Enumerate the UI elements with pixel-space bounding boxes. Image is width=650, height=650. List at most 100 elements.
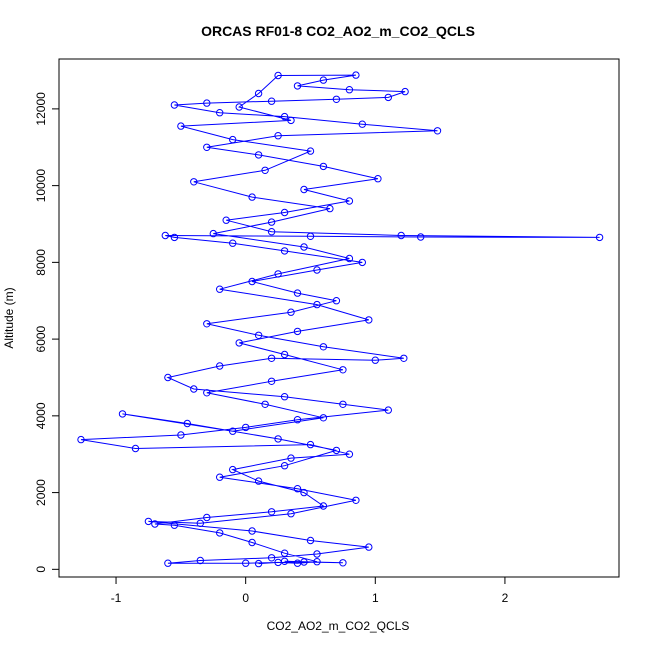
data-point xyxy=(261,166,269,175)
data-point xyxy=(365,316,373,324)
x-tick-label: 0 xyxy=(242,591,249,605)
y-axis: 0 2000 4000 6000 8000 10000 12000 xyxy=(34,92,60,573)
data-point xyxy=(374,175,382,183)
data-point xyxy=(365,543,373,551)
data-point xyxy=(287,454,295,462)
data-point xyxy=(216,109,224,117)
data-point xyxy=(326,204,334,213)
data-point xyxy=(216,285,224,293)
data-point xyxy=(280,557,289,565)
data-point xyxy=(287,510,295,518)
data-point xyxy=(235,339,243,347)
data-point xyxy=(229,239,237,247)
data-point xyxy=(274,270,282,278)
data-point xyxy=(306,147,315,155)
data-point xyxy=(267,554,276,562)
data-point xyxy=(261,400,269,408)
data-point xyxy=(190,385,198,393)
data-point xyxy=(203,99,211,107)
data-point xyxy=(287,116,295,125)
data-point xyxy=(280,462,289,470)
data-point xyxy=(293,416,302,424)
data-point xyxy=(248,277,256,286)
series-layer xyxy=(77,71,604,568)
data-point xyxy=(280,393,289,401)
x-tick-label: 1 xyxy=(372,591,379,605)
data-point xyxy=(280,247,289,255)
data-point xyxy=(254,89,263,98)
data-point xyxy=(287,308,295,316)
data-point xyxy=(170,521,179,529)
data-point xyxy=(267,354,276,362)
data-point xyxy=(339,366,347,374)
data-point xyxy=(242,423,250,432)
data-point xyxy=(293,82,302,90)
data-point xyxy=(332,446,341,455)
data-point xyxy=(216,529,224,537)
y-tick-label: 12000 xyxy=(34,92,48,126)
data-point xyxy=(358,258,366,267)
data-point xyxy=(274,132,282,140)
data-point xyxy=(313,558,321,566)
data-point xyxy=(254,477,263,485)
y-axis-label: Altitude (m) xyxy=(2,287,16,348)
data-point xyxy=(267,218,276,226)
data-point xyxy=(352,71,360,79)
data-point xyxy=(229,427,237,435)
y-tick-label: 2000 xyxy=(34,479,48,506)
data-point xyxy=(339,400,347,408)
data-point xyxy=(345,450,354,458)
data-point xyxy=(319,76,328,84)
data-point xyxy=(170,101,179,109)
data-point xyxy=(77,435,85,444)
data-point xyxy=(280,208,289,217)
data-point xyxy=(274,435,282,443)
data-point xyxy=(313,300,321,309)
data-point xyxy=(319,343,328,351)
data-point xyxy=(216,473,224,481)
chart-title: ORCAS RF01-8 CO2_AO2_m_CO2_QCLS xyxy=(201,23,475,39)
data-point xyxy=(339,559,347,567)
data-point xyxy=(170,233,179,242)
data-point xyxy=(242,559,250,567)
data-point xyxy=(229,135,237,144)
data-point xyxy=(177,122,185,130)
x-tick-label: -1 xyxy=(111,591,122,605)
data-point xyxy=(209,229,218,238)
y-tick-label: 10000 xyxy=(34,169,48,203)
data-point xyxy=(274,71,282,80)
data-point xyxy=(203,513,211,522)
data-point xyxy=(203,389,211,397)
data-point xyxy=(595,233,604,242)
data-point xyxy=(306,440,315,449)
data-point xyxy=(384,93,392,102)
data-point xyxy=(248,193,256,201)
data-point xyxy=(293,327,302,336)
data-point xyxy=(345,197,354,205)
data-point xyxy=(371,356,379,364)
data-point xyxy=(417,233,425,241)
data-point xyxy=(313,266,321,274)
data-point xyxy=(352,496,360,504)
data-point xyxy=(319,502,328,510)
data-point xyxy=(254,559,263,568)
series-line xyxy=(80,74,600,565)
data-point xyxy=(267,508,276,516)
data-point xyxy=(190,178,198,186)
data-point xyxy=(144,517,153,526)
data-point xyxy=(358,120,366,128)
data-point xyxy=(177,431,185,439)
data-point xyxy=(401,87,409,96)
plot-frame xyxy=(58,58,620,578)
data-point xyxy=(345,86,354,94)
data-point xyxy=(183,419,192,428)
data-point xyxy=(248,538,256,547)
data-point xyxy=(433,127,442,135)
data-point xyxy=(300,243,308,251)
y-tick-label: 6000 xyxy=(34,325,48,352)
data-point xyxy=(332,297,341,305)
data-point xyxy=(229,465,237,474)
data-point xyxy=(254,151,263,159)
data-point xyxy=(254,331,263,339)
